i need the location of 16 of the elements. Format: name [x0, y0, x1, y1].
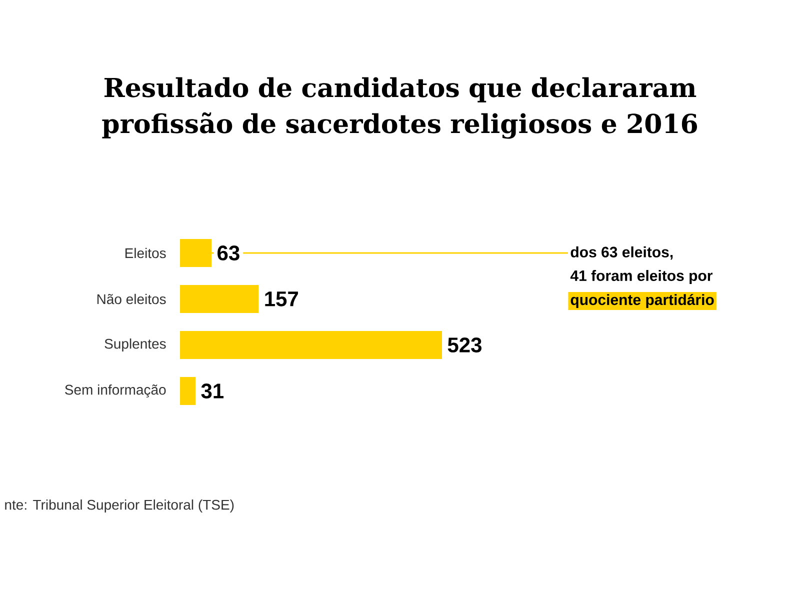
data-label: 63	[218, 246, 240, 260]
text: 41 foram eleitos por	[570, 270, 713, 284]
text: quociente partidário	[570, 294, 714, 308]
y-tick-label: Não eleitos	[97, 294, 166, 304]
bar	[180, 330, 442, 359]
data-label: 31	[201, 384, 224, 398]
bar	[180, 285, 259, 313]
y-tick-label: Eleitos	[125, 248, 166, 258]
chart-title: Resultado de candidatos que declararam profissão de sacerdotes religiosos e 2016	[102, 77, 698, 139]
y-tick-label: Sem informação	[65, 384, 166, 398]
data-label: 157	[265, 292, 298, 306]
data-label: 523	[448, 338, 482, 352]
bar	[180, 376, 196, 405]
text: nte: Tribunal Superior Eleitoral (TSE)	[5, 499, 234, 513]
annotation: dos 63 eleitos,	[570, 246, 673, 260]
y-tick-label: Suplentes	[104, 338, 166, 352]
